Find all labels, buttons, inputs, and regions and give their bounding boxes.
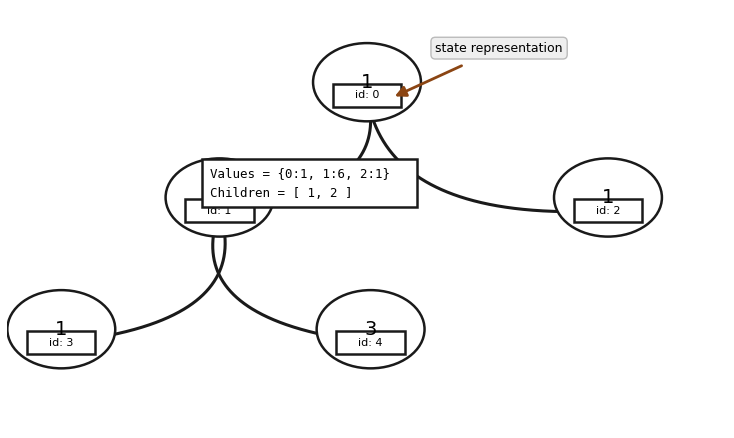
- Text: 2: 2: [214, 188, 226, 207]
- Text: state representation: state representation: [435, 42, 563, 55]
- Text: 1: 1: [602, 188, 614, 207]
- Text: 1: 1: [361, 73, 373, 92]
- Bar: [336, 331, 404, 354]
- Bar: [186, 199, 254, 222]
- Bar: [333, 84, 401, 107]
- Bar: [202, 159, 418, 207]
- Text: id: 3: id: 3: [49, 338, 73, 347]
- Ellipse shape: [313, 43, 421, 121]
- Text: id: 0: id: 0: [355, 91, 379, 100]
- Bar: [574, 199, 642, 222]
- Text: Values = {0:1, 1:6, 2:1}: Values = {0:1, 1:6, 2:1}: [210, 168, 390, 181]
- Text: id: 1: id: 1: [207, 206, 232, 216]
- Ellipse shape: [316, 290, 424, 368]
- Text: id: 2: id: 2: [596, 206, 620, 216]
- Ellipse shape: [166, 159, 274, 237]
- Text: Children = [ 1, 2 ]: Children = [ 1, 2 ]: [210, 187, 353, 200]
- Ellipse shape: [554, 159, 662, 237]
- Bar: [27, 331, 95, 354]
- Text: 3: 3: [364, 320, 377, 339]
- Ellipse shape: [7, 290, 115, 368]
- Text: id: 4: id: 4: [358, 338, 383, 347]
- Text: 1: 1: [55, 320, 68, 339]
